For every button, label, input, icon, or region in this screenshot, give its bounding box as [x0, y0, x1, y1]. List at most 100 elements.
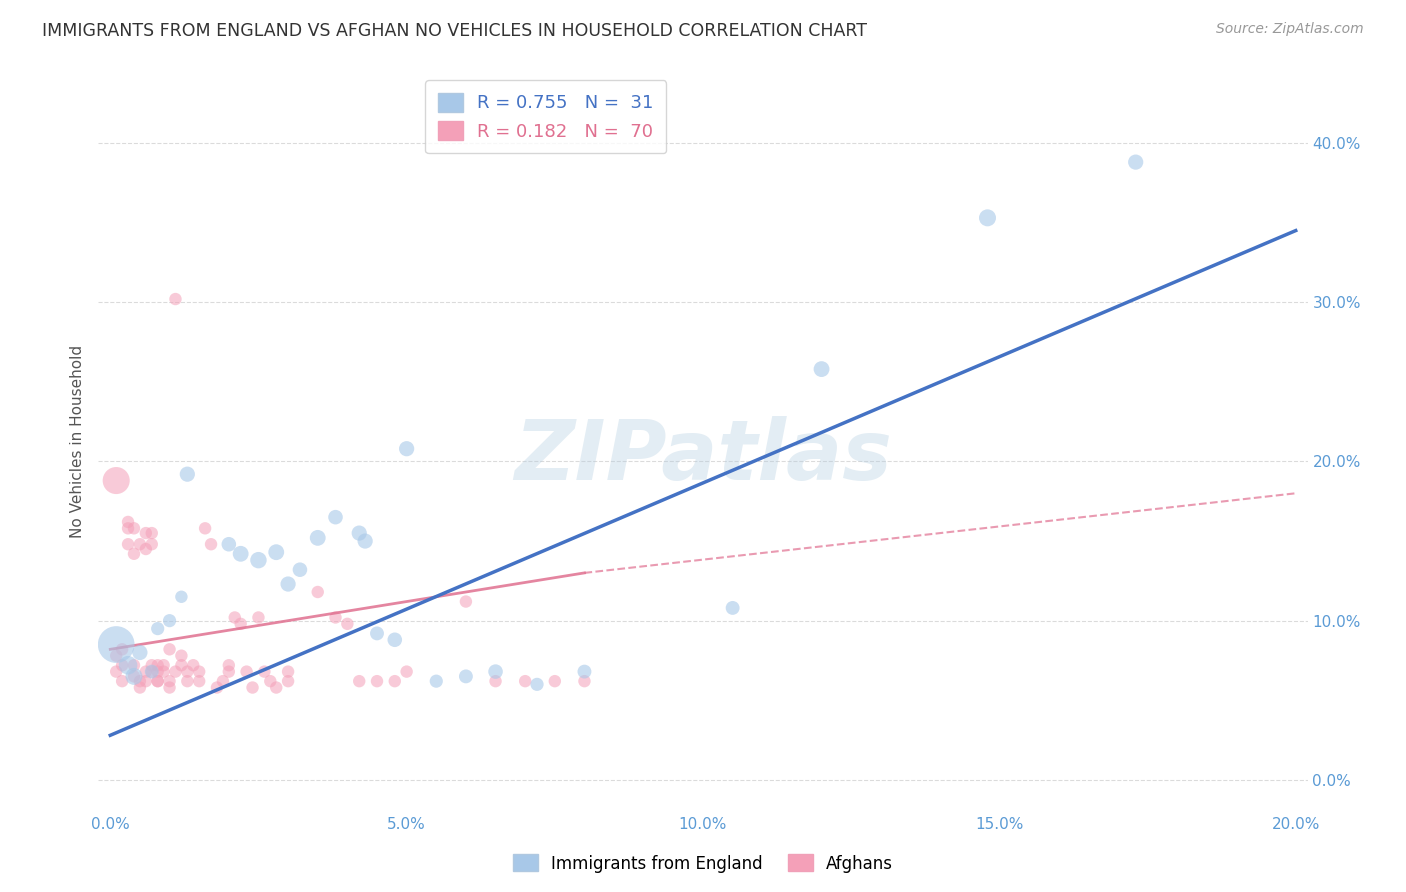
Point [218, 665, 240, 679]
Point [325, 610, 347, 624]
Point [188, 674, 211, 689]
Point [141, 537, 163, 551]
Point [152, 658, 174, 673]
Point [395, 442, 418, 456]
Point [425, 674, 447, 689]
Point [146, 622, 169, 636]
Point [484, 674, 506, 689]
Point [384, 674, 406, 689]
Point [117, 515, 139, 529]
Point [146, 658, 169, 673]
Point [135, 674, 157, 689]
Point [224, 610, 246, 624]
Point [111, 642, 134, 657]
Point [384, 632, 406, 647]
Point [170, 648, 193, 663]
Point [176, 674, 198, 689]
Point [135, 526, 157, 541]
Point [170, 658, 193, 673]
Point [129, 674, 152, 689]
Point [146, 674, 169, 689]
Point [122, 669, 145, 683]
Point [247, 553, 270, 567]
Point [218, 658, 240, 673]
Point [181, 658, 204, 673]
Point [141, 658, 163, 673]
Point [307, 531, 329, 545]
Point [218, 537, 240, 551]
Point [159, 642, 181, 657]
Point [170, 590, 193, 604]
Point [277, 665, 299, 679]
Point [354, 534, 377, 549]
Point [544, 674, 567, 689]
Point [288, 563, 311, 577]
Point [117, 521, 139, 535]
Point [117, 658, 139, 673]
Point [176, 665, 198, 679]
Point [454, 594, 477, 608]
Point [264, 545, 287, 559]
Point [277, 674, 299, 689]
Point [165, 665, 187, 679]
Point [159, 674, 181, 689]
Point [152, 665, 174, 679]
Point [122, 658, 145, 673]
Point [212, 674, 235, 689]
Y-axis label: No Vehicles in Household: No Vehicles in Household [70, 345, 86, 538]
Point [135, 541, 157, 556]
Point [515, 674, 537, 689]
Point [325, 510, 347, 524]
Point [129, 537, 152, 551]
Point [122, 547, 145, 561]
Point [141, 526, 163, 541]
Point [141, 665, 163, 679]
Point [200, 537, 222, 551]
Point [1125, 155, 1147, 169]
Point [159, 681, 181, 695]
Point [122, 521, 145, 535]
Point [122, 669, 145, 683]
Point [526, 677, 548, 691]
Point [454, 669, 477, 683]
Legend: Immigrants from England, Afghans: Immigrants from England, Afghans [506, 847, 900, 880]
Point [105, 474, 128, 488]
Point [810, 362, 832, 376]
Point [235, 665, 257, 679]
Point [205, 681, 228, 695]
Point [105, 638, 128, 652]
Point [111, 658, 134, 673]
Point [253, 665, 276, 679]
Point [574, 674, 596, 689]
Point [574, 665, 596, 679]
Point [277, 577, 299, 591]
Point [146, 674, 169, 689]
Point [307, 585, 329, 599]
Point [194, 521, 217, 535]
Point [347, 674, 370, 689]
Point [105, 648, 128, 663]
Point [129, 681, 152, 695]
Text: Source: ZipAtlas.com: Source: ZipAtlas.com [1216, 22, 1364, 37]
Point [117, 537, 139, 551]
Point [247, 610, 270, 624]
Point [259, 674, 281, 689]
Point [229, 616, 252, 631]
Text: ZIPatlas: ZIPatlas [515, 416, 891, 497]
Point [176, 467, 198, 482]
Point [135, 665, 157, 679]
Text: IMMIGRANTS FROM ENGLAND VS AFGHAN NO VEHICLES IN HOUSEHOLD CORRELATION CHART: IMMIGRANTS FROM ENGLAND VS AFGHAN NO VEH… [42, 22, 868, 40]
Point [976, 211, 998, 225]
Point [347, 526, 370, 541]
Point [105, 665, 128, 679]
Point [159, 614, 181, 628]
Point [484, 665, 506, 679]
Point [165, 292, 187, 306]
Point [366, 626, 388, 640]
Point [264, 681, 287, 695]
Legend: R = 0.755   N =  31, R = 0.182   N =  70: R = 0.755 N = 31, R = 0.182 N = 70 [425, 80, 666, 153]
Point [146, 665, 169, 679]
Point [229, 547, 252, 561]
Point [111, 674, 134, 689]
Point [242, 681, 264, 695]
